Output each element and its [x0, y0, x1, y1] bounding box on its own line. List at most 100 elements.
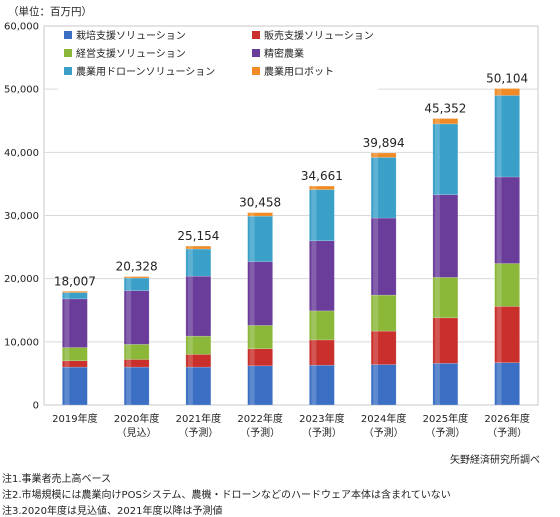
- bar-segment: [62, 291, 88, 293]
- x-tick-sublabel: （予測）: [178, 426, 218, 439]
- bar-segment: [494, 95, 520, 178]
- bar-highlight: [64, 360, 70, 368]
- bar-segment: [494, 306, 520, 363]
- bar-highlight: [249, 348, 255, 366]
- legend-swatch: [252, 67, 260, 75]
- bar-segment: [123, 276, 150, 279]
- y-tick-label: 20,000: [4, 274, 39, 285]
- legend-item: 経営支援ソリューション: [76, 47, 186, 60]
- x-tick-sublabel: （見込）: [117, 427, 157, 439]
- legend-swatch: [252, 31, 260, 39]
- bar-segment: [494, 176, 520, 264]
- legend-item: 農業用ドローンソリューション: [76, 65, 215, 78]
- bar-segment: [247, 212, 273, 217]
- legend-swatch: [64, 49, 72, 57]
- bar-segment: [370, 217, 397, 296]
- bar-highlight: [249, 261, 255, 326]
- bar-segment: [494, 362, 520, 406]
- x-tick-label: 2024年度: [361, 412, 406, 425]
- bar-highlight: [434, 118, 440, 124]
- bar-segment: [494, 263, 520, 307]
- bar-highlight: [311, 189, 317, 241]
- bar-highlight: [64, 292, 70, 299]
- bar-segment: [370, 330, 397, 365]
- x-tick-sublabel: （予測）: [425, 426, 465, 439]
- bar-highlight: [249, 216, 255, 262]
- x-tick-label: 2025年度: [423, 412, 468, 425]
- legend-item: 栽培支援ソリューション: [76, 29, 186, 42]
- total-label: 50,104: [486, 72, 528, 86]
- x-tick-label: 2026年度: [484, 412, 529, 425]
- bar-segment: [432, 317, 459, 364]
- bar-highlight: [373, 157, 379, 219]
- bar-highlight: [126, 276, 132, 279]
- bar-highlight: [126, 359, 132, 368]
- bar-highlight: [126, 344, 132, 360]
- bar-segment: [309, 339, 335, 366]
- bar-segment: [432, 118, 459, 125]
- bar-highlight: [496, 263, 502, 307]
- bar-highlight: [373, 218, 379, 296]
- bar-segment: [370, 152, 397, 158]
- bar-highlight: [434, 123, 440, 195]
- bar-segment: [247, 215, 273, 262]
- bar-highlight: [311, 310, 317, 340]
- total-label: 30,458: [239, 196, 281, 210]
- bar-segment: [370, 364, 397, 406]
- chart: （単位：百万円） 0 10,000 20,000 30,000 40,000 50,000…: [4, 6, 540, 466]
- bar-segment: [370, 294, 397, 332]
- x-tick-label: 2019年度: [52, 412, 97, 425]
- bar-highlight: [187, 246, 193, 249]
- bar-highlight: [187, 336, 193, 355]
- bar-highlight: [496, 95, 502, 177]
- bar-segment: [62, 366, 88, 406]
- bar-highlight: [373, 364, 379, 405]
- y-tick-label: 40,000: [4, 148, 39, 159]
- bar-segment: [309, 364, 335, 406]
- legend-swatch: [64, 67, 72, 75]
- note-1: 注1.事業者売上高ベース: [2, 474, 112, 485]
- total-label: 20,328: [116, 260, 158, 274]
- x-tick-sublabel: （予測）: [364, 426, 404, 439]
- bar-segment: [432, 194, 459, 278]
- bar-segment: [309, 185, 335, 190]
- bar-highlight: [496, 176, 502, 264]
- bar-highlight: [126, 290, 132, 345]
- bar-highlight: [434, 317, 440, 364]
- unit-label: （単位：百万円）: [8, 6, 92, 18]
- bar-highlight: [373, 295, 379, 332]
- bar-highlight: [187, 248, 193, 277]
- bar-segment: [432, 123, 459, 195]
- bar-highlight: [311, 365, 317, 405]
- bar-highlight: [311, 240, 317, 311]
- bar-segment: [185, 248, 212, 277]
- y-tick-label: 0: [33, 401, 39, 412]
- x-tick-sublabel: （予測）: [302, 426, 342, 439]
- bar-highlight: [64, 367, 70, 405]
- bar-segment: [123, 366, 150, 406]
- bar-highlight: [496, 88, 502, 96]
- bar-highlight: [126, 367, 132, 405]
- bar-segment: [123, 290, 150, 345]
- bar-highlight: [496, 362, 502, 405]
- bar-highlight: [249, 325, 255, 349]
- source-label: 矢野経済研究所調べ: [450, 455, 540, 466]
- bar-highlight: [434, 363, 440, 405]
- bar-highlight: [373, 331, 379, 365]
- y-tick-label: 10,000: [4, 337, 39, 348]
- bar-highlight: [311, 186, 317, 190]
- legend-item: 農業用ロボット: [264, 65, 334, 78]
- bar-highlight: [249, 212, 255, 217]
- bar-highlight: [187, 276, 193, 337]
- x-tick-sublabel: （予測）: [240, 426, 280, 439]
- bar-segment: [123, 277, 150, 291]
- bar-highlight: [373, 153, 379, 158]
- bar-segment: [247, 365, 273, 406]
- bar-segment: [432, 363, 459, 406]
- y-tick-label: 30,000: [4, 211, 39, 222]
- total-label: 18,007: [54, 274, 96, 288]
- total-label: 34,661: [301, 169, 343, 183]
- bar-segment: [309, 310, 335, 341]
- bar-highlight: [126, 278, 132, 291]
- legend-swatch: [64, 31, 72, 39]
